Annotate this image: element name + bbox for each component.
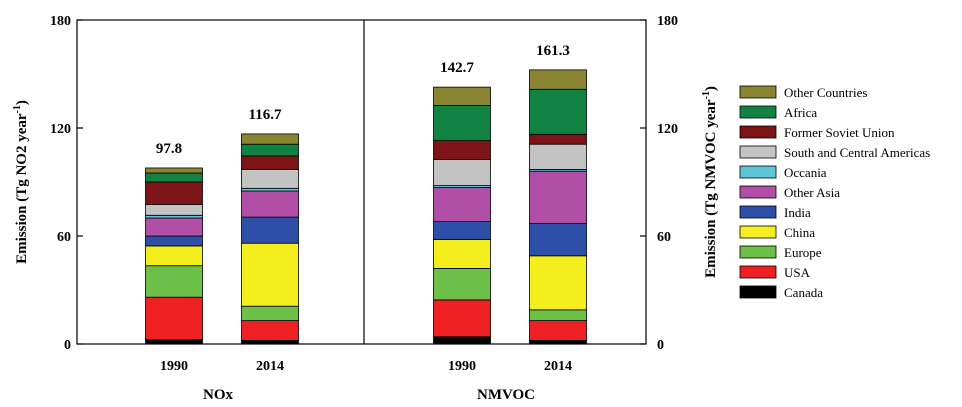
y-tick-label-left: 60 <box>57 230 71 245</box>
legend-label-europe: Europe <box>784 245 822 260</box>
y-tick-label-right: 60 <box>657 230 671 245</box>
plot-frame <box>76 19 647 345</box>
legend-swatch-europe <box>739 245 777 259</box>
bar-segment-nox-1990-former-soviet-union <box>145 181 203 205</box>
bar-segment-nmvoc-1990-canada <box>433 336 491 345</box>
bar-segment-nox-1990-other-asia <box>145 217 203 237</box>
bar-segment-nox-2014-china <box>241 242 299 307</box>
legend-label-india: India <box>784 205 811 220</box>
total-label-nmvoc-1990: 142.7 <box>440 60 474 76</box>
legend-swatch-china <box>739 225 777 239</box>
bar-segment-nox-1990-canada <box>145 339 203 345</box>
total-label-nox-2014: 116.7 <box>249 107 282 123</box>
bar-segment-nmvoc-2014-former-soviet-union <box>529 133 587 145</box>
y-tick-label-left: 120 <box>50 122 71 137</box>
legend-label-other-countries: Other Countries <box>784 85 867 100</box>
bar-segment-nmvoc-1990-former-soviet-union <box>433 140 491 160</box>
bar-segment-nmvoc-1990-south-and-central-americas <box>433 159 491 187</box>
legend-swatch-occania <box>739 165 777 179</box>
legend-swatch-india <box>739 205 777 219</box>
legend-swatch-usa <box>739 265 777 279</box>
total-label-nmvoc-2014: 161.3 <box>536 43 570 59</box>
bar-segment-nox-2014-other-countries <box>241 133 299 145</box>
legend-label-china: China <box>784 225 815 240</box>
legend: Other Countries Africa Former Soviet Union… <box>739 85 930 300</box>
bar-segment-nox-1990-south-and-central-americas <box>145 204 203 216</box>
legend-label-south-and-central-americas: South and Central Americas <box>784 145 930 160</box>
bar-segment-nox-2014-former-soviet-union <box>241 155 299 170</box>
legend-label-canada: Canada <box>784 285 823 300</box>
legend-swatch-south-and-central-americas <box>739 145 777 159</box>
bar-segment-nmvoc-1990-usa <box>433 299 491 338</box>
panel-label-nox: NOx <box>203 387 234 403</box>
y-tick-label-right: 180 <box>657 14 678 29</box>
bar-segment-nox-1990-china <box>145 245 203 267</box>
legend-label-former-soviet-union: Former Soviet Union <box>784 125 895 140</box>
y-axis-label-right-sup: -1 <box>701 91 712 99</box>
bar-segment-nmvoc-2014-europe <box>529 309 587 321</box>
y-tick-label-left: 0 <box>64 338 71 353</box>
y-axis-label-right: Emission (Tg NMVOC year-1) <box>701 86 719 278</box>
bar-segment-nmvoc-1990-africa <box>433 105 491 141</box>
bar-segment-nox-2014-occania <box>241 187 299 192</box>
x-axis: 1990 2014 1990 2014 <box>160 359 572 374</box>
bar-segment-nox-1990-other-countries <box>145 167 203 174</box>
bar-segment-nmvoc-1990-india <box>433 221 491 241</box>
bar-segment-nmvoc-2014-india <box>529 222 587 257</box>
y-axis-label-left-sup: -1 <box>12 105 23 113</box>
legend-label-usa: USA <box>784 265 811 280</box>
bar-segment-nmvoc-2014-other-countries <box>529 69 587 90</box>
bar-segment-nmvoc-1990-other-asia <box>433 186 491 222</box>
panel-label-nmvoc: NMVOC <box>477 387 535 403</box>
bar-segment-nmvoc-1990-europe <box>433 267 491 301</box>
legend-label-other-asia: Other Asia <box>784 185 840 200</box>
bar-segment-nox-2014-usa <box>241 320 299 341</box>
bar-segment-nox-2014-india <box>241 216 299 244</box>
bar-segment-nox-2014-other-asia <box>241 190 299 218</box>
x-tick-label-nox-1990: 1990 <box>160 359 188 374</box>
bar-segment-nox-1990-occania <box>145 214 203 219</box>
y-tick-label-right: 0 <box>657 338 664 353</box>
bar-segment-nmvoc-2014-china <box>529 255 587 311</box>
bar-segment-nox-2014-europe <box>241 305 299 322</box>
legend-swatch-former-soviet-union <box>739 125 777 139</box>
bar-segment-nox-2014-south-and-central-americas <box>241 168 299 189</box>
bar-segment-nox-1990-africa <box>145 172 203 183</box>
bar-segment-nmvoc-2014-south-and-central-americas <box>529 143 587 170</box>
y-axis-left: 0 60 120 180 <box>50 14 83 353</box>
legend-swatch-other-asia <box>739 185 777 199</box>
x-tick-label-nmvoc-1990: 1990 <box>448 359 476 374</box>
bar-segment-nox-2014-africa <box>241 143 299 157</box>
bar-segment-nmvoc-1990-other-countries <box>433 86 491 106</box>
y-tick-label-right: 120 <box>657 122 678 137</box>
bar-segment-nmvoc-2014-other-asia <box>529 170 587 224</box>
y-axis-right: 0 60 120 180 <box>640 14 678 353</box>
bar-segment-nox-1990-india <box>145 235 203 247</box>
total-label-nox-1990: 97.8 <box>156 141 182 157</box>
bar-segment-nox-1990-europe <box>145 265 203 298</box>
bar-segment-nmvoc-2014-africa <box>529 88 587 135</box>
legend-swatch-canada <box>739 285 777 299</box>
bar-segment-nmvoc-1990-china <box>433 239 491 269</box>
x-tick-label-nox-2014: 2014 <box>256 359 284 374</box>
legend-label-occania: Occania <box>784 165 827 180</box>
y-tick-label-left: 180 <box>50 14 71 29</box>
legend-swatch-other-countries <box>739 85 777 99</box>
bar-segment-nmvoc-2014-usa <box>529 320 587 341</box>
chart-marks: 97.8 116.7 142.7 161.3 <box>145 43 587 345</box>
x-tick-label-nmvoc-2014: 2014 <box>544 359 572 374</box>
legend-label-africa: Africa <box>784 105 817 120</box>
bar-segment-nox-1990-usa <box>145 296 203 340</box>
y-axis-label-left: Emission (Tg NO2 year-1) <box>12 100 30 264</box>
legend-swatch-africa <box>739 105 777 119</box>
